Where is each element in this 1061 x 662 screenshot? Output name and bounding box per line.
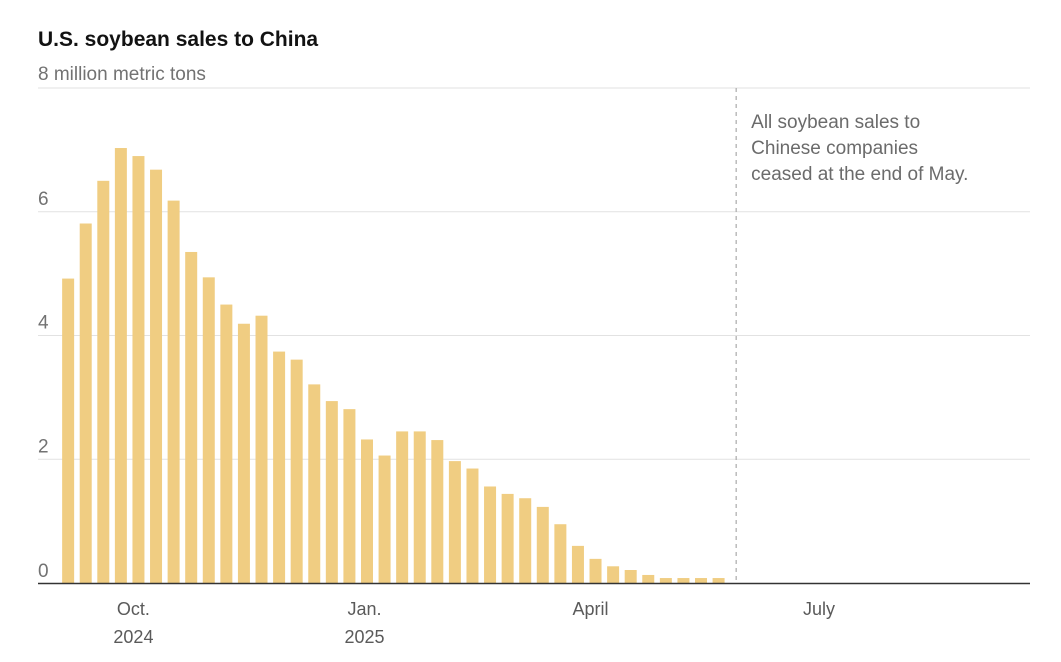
y-tick-label: 8 million metric tons xyxy=(38,64,206,85)
bar xyxy=(571,545,584,583)
y-tick-label: 0 xyxy=(38,561,49,582)
bar xyxy=(167,200,180,584)
bar xyxy=(255,315,268,583)
bar xyxy=(431,440,444,583)
annotation-text: Chinese companies xyxy=(751,138,918,159)
bar xyxy=(378,455,391,583)
bar xyxy=(589,558,602,583)
bar xyxy=(237,323,250,583)
bar xyxy=(396,431,409,583)
annotation: All soybean sales to Chinese companies cea… xyxy=(735,88,968,583)
bar xyxy=(114,148,127,584)
x-tick-label: Oct. xyxy=(117,599,150,619)
bar xyxy=(97,180,110,583)
x-tick-year-label: 2025 xyxy=(344,627,384,647)
bar xyxy=(308,384,321,583)
x-tick-label: July xyxy=(803,599,835,619)
x-tick-label: April xyxy=(572,599,608,619)
bars xyxy=(62,148,725,584)
chart-title: U.S. soybean sales to China xyxy=(38,28,318,51)
bar xyxy=(413,431,426,583)
bar xyxy=(677,578,690,583)
y-tick-label: 2 xyxy=(38,436,49,457)
bar xyxy=(519,498,532,583)
x-axis: Oct. 2024 Jan. 2025 April July xyxy=(38,582,1030,647)
bar xyxy=(185,251,198,583)
annotation-text: All soybean sales to xyxy=(751,112,920,133)
bar xyxy=(624,570,637,583)
x-tick-label: Jan. xyxy=(347,599,381,619)
bar xyxy=(642,574,655,583)
bar xyxy=(220,304,233,583)
annotation-text: ceased at the end of May. xyxy=(751,164,968,185)
bar xyxy=(290,359,303,583)
bar xyxy=(273,351,286,583)
bar xyxy=(607,566,620,583)
bar xyxy=(554,524,567,583)
bar xyxy=(659,578,672,583)
x-tick-year-label: 2024 xyxy=(113,627,153,647)
y-tick-label: 4 xyxy=(38,313,49,334)
bar xyxy=(536,506,549,583)
bar xyxy=(79,223,92,583)
bar xyxy=(132,156,145,583)
y-axis: 0 2 4 6 8 million metric tons xyxy=(38,64,206,582)
bar xyxy=(484,486,497,583)
bar xyxy=(202,277,215,583)
bar xyxy=(448,461,461,583)
bar xyxy=(325,401,338,583)
bar xyxy=(150,169,163,584)
bar xyxy=(695,578,708,583)
bar xyxy=(343,409,356,583)
bar xyxy=(62,278,75,583)
bar xyxy=(360,439,373,583)
bar xyxy=(501,493,514,583)
y-tick-label: 6 xyxy=(38,189,49,210)
bar xyxy=(466,468,479,583)
bar xyxy=(712,578,725,583)
